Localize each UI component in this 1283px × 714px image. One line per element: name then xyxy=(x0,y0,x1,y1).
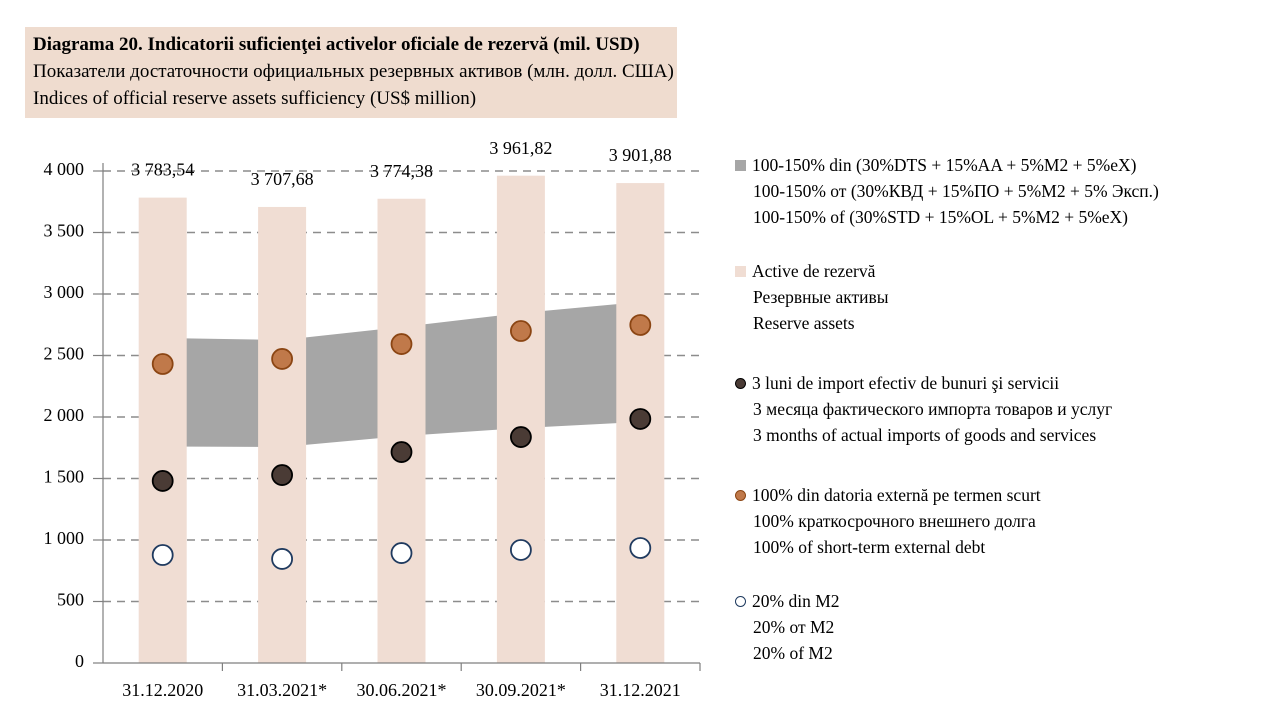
bar xyxy=(496,175,545,663)
x-tick-label: 30.06.2021* xyxy=(357,680,447,700)
x-tick-label: 31.12.2021 xyxy=(600,680,681,700)
data-label: 3 961,82 xyxy=(489,138,552,158)
bar xyxy=(258,206,307,663)
legend-item: 100-150% din (30%DTS + 15%AA + 5%M2 + 5%… xyxy=(735,152,1275,230)
legend-row: Active de rezervă xyxy=(735,258,1275,284)
point xyxy=(390,542,413,564)
point xyxy=(510,320,532,342)
point xyxy=(510,426,532,448)
legend-label: 3 months of actual imports of goods and … xyxy=(753,425,1097,445)
x-tick-label: 31.03.2021* xyxy=(237,680,327,700)
legend-row: Reserve assets xyxy=(735,310,1275,336)
legend-row: 100-150% din (30%DTS + 15%AA + 5%M2 + 5%… xyxy=(735,152,1275,178)
legend-label: 100-150% of (30%STD + 15%OL + 5%M2 + 5%e… xyxy=(753,207,1129,227)
legend-label: 100% краткосрочного внешнего долга xyxy=(753,511,1036,531)
legend-swatch xyxy=(735,160,746,171)
legend-label: Резервные активы xyxy=(753,287,889,307)
y-tick-label: 1 000 xyxy=(44,528,85,548)
legend-label: 3 luni de import efectiv de bunuri şi se… xyxy=(752,373,1060,393)
legend-row: 20% от М2 xyxy=(735,614,1275,640)
point xyxy=(629,408,652,430)
point xyxy=(390,333,413,355)
bar xyxy=(138,197,187,663)
point xyxy=(271,348,294,370)
legend-row: 3 luni de import efectiv de bunuri şi se… xyxy=(735,370,1275,396)
legend-label: 3 месяца фактического импорта товаров и … xyxy=(753,399,1113,419)
y-tick-label: 3 500 xyxy=(44,221,85,241)
x-tick-label: 30.09.2021* xyxy=(476,680,566,700)
chart-subtitle: Показатели достаточности официальных рез… xyxy=(33,61,674,82)
legend-row: 20% din M2 xyxy=(735,588,1275,614)
legend-label: Reserve assets xyxy=(753,313,855,333)
legend-label: 100-150% din (30%DTS + 15%AA + 5%M2 + 5%… xyxy=(752,155,1137,175)
point xyxy=(510,539,532,561)
y-tick-label: 1 500 xyxy=(44,467,85,487)
point xyxy=(629,537,652,559)
legend-row: 100% краткосрочного внешнего долга xyxy=(735,508,1275,534)
legend-item: 20% din M2 20% от М2 20% of M2 xyxy=(735,588,1275,666)
legend-label: 100-150% от (30%КВД + 15%ПО + 5%М2 + 5% … xyxy=(753,181,1159,201)
legend-row: 100-150% от (30%КВД + 15%ПО + 5%М2 + 5% … xyxy=(735,178,1275,204)
point xyxy=(151,544,174,566)
bar xyxy=(377,198,426,663)
y-tick-label: 0 xyxy=(75,651,84,671)
legend-item: 3 luni de import efectiv de bunuri şi se… xyxy=(735,370,1275,448)
y-tick-label: 2 000 xyxy=(44,405,85,425)
x-tick-label: 31.12.2020 xyxy=(122,680,203,700)
y-tick-label: 500 xyxy=(57,590,84,610)
data-label: 3 901,88 xyxy=(609,145,672,165)
y-tick-label: 3 000 xyxy=(44,282,85,302)
chart: 0 500 1 000 1 500 2 000 2 500 3 000 3 500 4 000 3… xyxy=(44,138,701,700)
point xyxy=(151,353,174,375)
y-tick-label: 4 000 xyxy=(44,159,85,179)
chart-title: Diagrama 20. Indicatorii suficienţei act… xyxy=(33,34,640,55)
point xyxy=(390,441,413,463)
legend-swatch xyxy=(735,490,746,501)
legend-item: 100% din datoria externă pe termen scurt… xyxy=(735,482,1275,560)
legend-swatch xyxy=(735,378,746,389)
legend-item: Active de rezervă Резервные активы Reserve… xyxy=(735,258,1275,336)
point xyxy=(271,464,294,486)
legend-row: 20% of M2 xyxy=(735,640,1275,666)
legend-row: Резервные активы xyxy=(735,284,1275,310)
title-box: Diagrama 20. Indicatorii suficienţei act… xyxy=(25,27,677,118)
data-label: 3 783,54 xyxy=(131,160,194,180)
point xyxy=(271,548,294,570)
legend-row: 100% of short-term external debt xyxy=(735,534,1275,560)
legend-row: 3 месяца фактического импорта товаров и … xyxy=(735,396,1275,422)
chart-subtitle: Indices of official reserve assets suffi… xyxy=(33,88,477,109)
legend-label: 20% of M2 xyxy=(753,643,833,663)
legend-row: 3 months of actual imports of goods and … xyxy=(735,422,1275,448)
data-label: 3 774,38 xyxy=(370,161,433,181)
legend-label: 100% of short-term external debt xyxy=(753,537,986,557)
point xyxy=(629,314,652,336)
legend-label: 20% din M2 xyxy=(752,591,840,611)
y-tick-label: 2 500 xyxy=(44,344,85,364)
legend-swatch xyxy=(735,596,746,607)
legend-label: 20% от М2 xyxy=(753,617,835,637)
legend-label: 100% din datoria externă pe termen scurt xyxy=(752,485,1041,505)
legend-swatch xyxy=(735,266,746,277)
data-label: 3 707,68 xyxy=(251,169,314,189)
legend-row: 100% din datoria externă pe termen scurt xyxy=(735,482,1275,508)
point xyxy=(151,470,174,492)
legend-label: Active de rezervă xyxy=(752,261,876,281)
legend-row: 100-150% of (30%STD + 15%OL + 5%M2 + 5%e… xyxy=(735,204,1275,230)
